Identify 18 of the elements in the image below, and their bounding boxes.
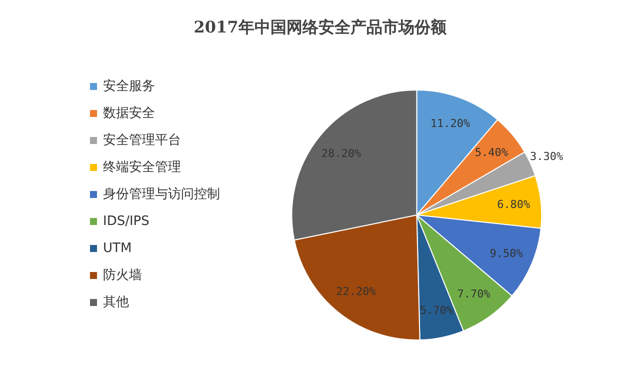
- data-label: 7.70%: [457, 288, 491, 301]
- legend-label: 数据安全: [103, 105, 155, 121]
- data-label: 5.70%: [420, 304, 454, 317]
- legend-label: 身份管理与访问控制: [103, 186, 220, 202]
- legend-label: 其他: [103, 295, 129, 310]
- chart-title: 2017年中国网络安全产品市场份额: [194, 18, 448, 36]
- legend-label: 安全管理平台: [103, 132, 181, 148]
- legend-label: 安全服务: [103, 78, 155, 94]
- data-label: 5.40%: [474, 146, 508, 159]
- data-label: 22.20%: [336, 284, 376, 298]
- legend-label: IDS/IPS: [103, 214, 150, 229]
- data-label: 11.20%: [430, 117, 471, 130]
- data-label: 6.80%: [497, 198, 531, 212]
- data-label: 3.30%: [530, 150, 564, 163]
- data-label: 9.50%: [490, 246, 524, 260]
- legend-label: 终端安全管理: [103, 159, 181, 175]
- legend-label: 防火墙: [103, 268, 142, 283]
- legend-label: UTM: [103, 241, 132, 256]
